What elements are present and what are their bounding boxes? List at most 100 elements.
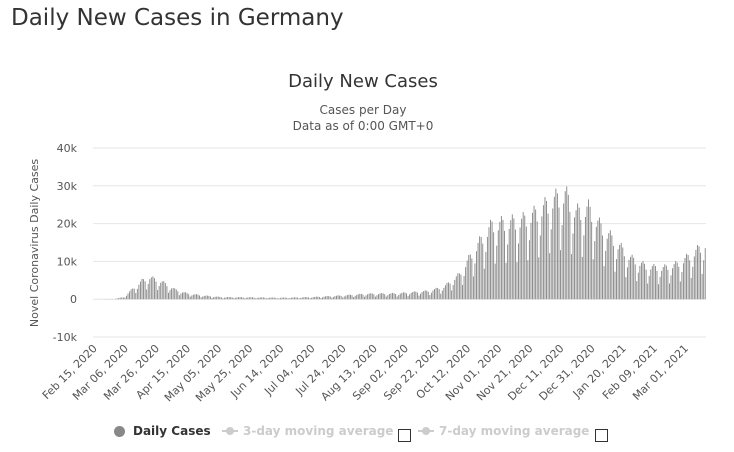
bar bbox=[315, 296, 317, 300]
bar bbox=[199, 295, 201, 300]
bar bbox=[594, 241, 596, 300]
bar bbox=[331, 297, 333, 300]
bar bbox=[549, 253, 551, 300]
legend-item-3-day-average[interactable]: 3-day moving average bbox=[222, 424, 393, 438]
bar bbox=[314, 296, 316, 300]
bar bbox=[118, 298, 120, 300]
bar bbox=[183, 292, 185, 300]
bar bbox=[395, 294, 397, 300]
bar bbox=[647, 283, 649, 300]
bar bbox=[304, 297, 306, 300]
bar bbox=[303, 297, 305, 300]
bar bbox=[538, 257, 540, 300]
bar bbox=[309, 298, 311, 300]
bar bbox=[348, 294, 350, 300]
bar bbox=[558, 207, 560, 300]
bar bbox=[577, 203, 579, 300]
bar bbox=[362, 294, 364, 300]
bar bbox=[261, 297, 263, 300]
bar bbox=[133, 288, 135, 300]
bar bbox=[172, 288, 174, 300]
bar bbox=[570, 254, 572, 300]
bar bbox=[457, 273, 459, 300]
bar bbox=[620, 242, 622, 300]
bar bbox=[637, 272, 639, 300]
bar bbox=[270, 297, 272, 300]
bar bbox=[429, 295, 431, 300]
bar bbox=[244, 298, 246, 300]
bar bbox=[225, 297, 227, 300]
toggle-7-day-average-checkbox[interactable] bbox=[595, 429, 608, 442]
bar bbox=[222, 298, 224, 300]
bar bbox=[561, 225, 563, 300]
bar bbox=[581, 256, 583, 300]
bar bbox=[569, 211, 571, 300]
bar bbox=[119, 297, 121, 300]
legend-item-daily-cases[interactable]: Daily Cases bbox=[114, 424, 211, 438]
bar bbox=[527, 260, 529, 300]
bar bbox=[262, 297, 264, 300]
bar bbox=[676, 262, 678, 300]
bar bbox=[356, 294, 358, 300]
legend-item-7-day-average[interactable]: 7-day moving average bbox=[418, 424, 589, 438]
bar bbox=[507, 244, 509, 300]
bar bbox=[255, 298, 257, 300]
legend-marker-7-day-average bbox=[418, 427, 434, 435]
bar bbox=[345, 295, 347, 300]
bar bbox=[605, 250, 607, 300]
bar bbox=[508, 228, 510, 300]
bar bbox=[462, 284, 463, 300]
bar bbox=[253, 297, 255, 300]
bar bbox=[469, 254, 471, 300]
bar bbox=[147, 284, 149, 300]
bar bbox=[564, 191, 566, 300]
bar bbox=[598, 217, 600, 300]
bar bbox=[392, 292, 393, 300]
bar bbox=[575, 210, 577, 300]
bar-series-daily-cases bbox=[94, 186, 706, 300]
bar bbox=[547, 213, 549, 300]
bar bbox=[664, 264, 666, 300]
bar bbox=[700, 252, 702, 300]
bar bbox=[611, 235, 613, 300]
bar bbox=[342, 297, 344, 300]
bar bbox=[238, 297, 239, 300]
bar bbox=[578, 207, 580, 300]
bar bbox=[292, 297, 294, 300]
bar bbox=[308, 297, 309, 300]
bar bbox=[213, 297, 215, 300]
bar bbox=[563, 203, 565, 300]
bar bbox=[438, 289, 440, 300]
toggle-3-day-average-checkbox[interactable] bbox=[398, 429, 411, 442]
bar bbox=[384, 294, 386, 300]
bar bbox=[234, 297, 236, 300]
bar bbox=[519, 227, 521, 300]
bar bbox=[648, 275, 650, 300]
bar bbox=[250, 297, 252, 300]
bar bbox=[434, 289, 435, 300]
y-axis-ticks: 40k 30k 20k 10k 0 -10k bbox=[53, 142, 78, 344]
bar bbox=[205, 295, 207, 300]
bar bbox=[381, 293, 383, 300]
bar bbox=[186, 293, 188, 300]
bar bbox=[216, 296, 218, 300]
bar bbox=[281, 297, 283, 300]
bar bbox=[636, 281, 638, 300]
bar bbox=[661, 270, 663, 300]
bar bbox=[301, 297, 303, 300]
bar bbox=[692, 266, 694, 300]
bar bbox=[420, 293, 421, 300]
bar bbox=[418, 295, 420, 300]
legend-label-7-day-average: 7-day moving average bbox=[439, 424, 590, 438]
bar bbox=[566, 186, 568, 300]
bar bbox=[124, 297, 126, 300]
bar bbox=[138, 284, 140, 300]
bar bbox=[608, 233, 610, 300]
bar bbox=[451, 290, 453, 300]
bar bbox=[617, 249, 619, 300]
bar bbox=[231, 297, 233, 300]
x-tick-label: Mar 01, 2021 bbox=[630, 342, 691, 403]
bar bbox=[166, 286, 168, 300]
bar bbox=[448, 282, 449, 300]
bar bbox=[136, 288, 138, 300]
